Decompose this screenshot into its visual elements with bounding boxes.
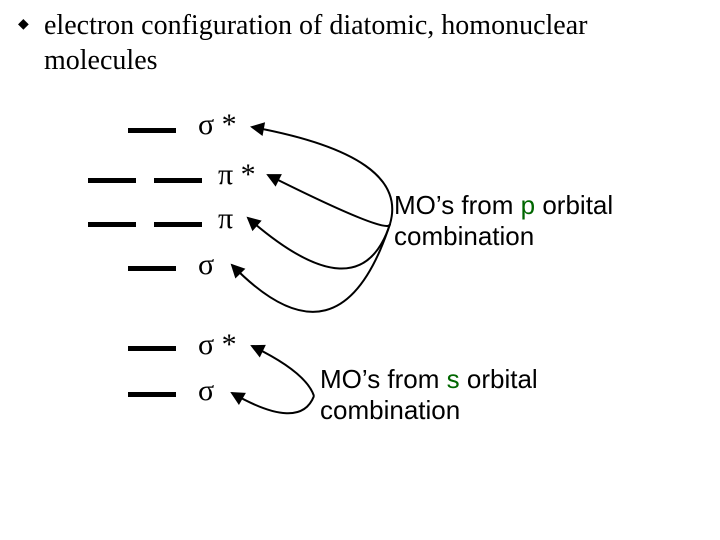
diagram-root: ◆ electron configuration of diatomic, ho…: [0, 0, 720, 540]
arrow-path: [248, 218, 390, 269]
arrow-path: [252, 346, 314, 396]
arrow-path: [232, 393, 314, 413]
level-line-sigma-p: [128, 266, 176, 271]
annotation-s-text-b: orbital: [460, 364, 538, 394]
annotation-p-text-c: combination: [394, 221, 534, 251]
annotation-p-text-a: MO’s from: [394, 190, 521, 220]
bullet-icon: ◆: [18, 18, 29, 32]
arrow-s-group: [232, 346, 314, 413]
annotation-s-orbitals: MO’s from s orbital combination: [320, 364, 538, 426]
label-pi-star: π *: [218, 160, 256, 190]
arrow-path: [268, 175, 390, 226]
arrow-path: [232, 224, 390, 312]
level-line-pi: [88, 222, 136, 227]
level-line-sigma-s: [128, 392, 176, 397]
label-sigma-p: σ: [198, 250, 214, 280]
annotation-s-text-a: MO’s from: [320, 364, 447, 394]
annotation-s-accent: s: [447, 364, 460, 394]
label-sigma-star-p: σ *: [198, 110, 237, 140]
title-line-1: electron configuration of diatomic, homo…: [44, 10, 587, 41]
label-sigma-s: σ: [198, 376, 214, 406]
level-line-pi: [154, 222, 202, 227]
title-line-2: molecules: [44, 45, 158, 76]
annotation-s-text-c: combination: [320, 395, 460, 425]
label-sigma-star-s: σ *: [198, 330, 237, 360]
level-line-sigma-star-p: [128, 128, 176, 133]
level-line-sigma-star-s: [128, 346, 176, 351]
annotation-p-orbitals: MO’s from p orbital combination: [394, 190, 613, 252]
arrow-overlay: [0, 0, 720, 540]
level-line-pi-star: [88, 178, 136, 183]
page-title: electron configuration of diatomic, homo…: [44, 8, 587, 78]
level-line-pi-star: [154, 178, 202, 183]
annotation-p-accent: p: [521, 190, 535, 220]
annotation-p-text-b: orbital: [535, 190, 613, 220]
label-pi: π: [218, 204, 233, 234]
arrow-path: [252, 127, 392, 224]
arrow-p-group: [232, 127, 392, 312]
